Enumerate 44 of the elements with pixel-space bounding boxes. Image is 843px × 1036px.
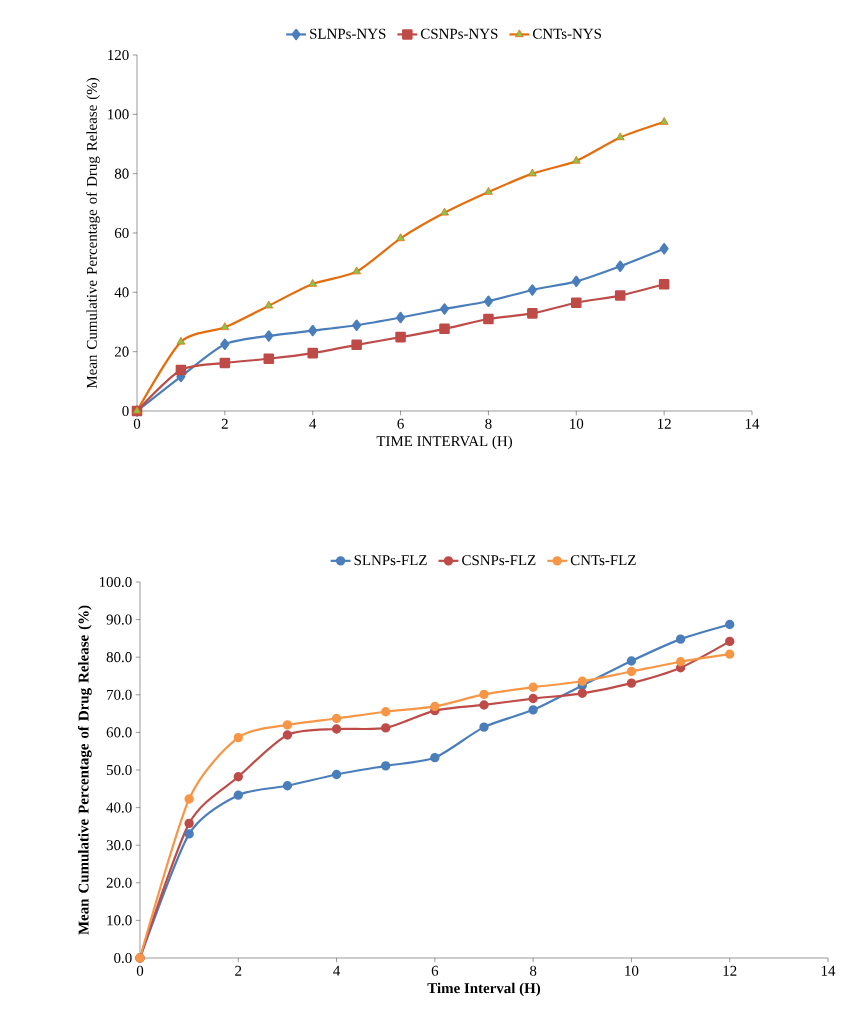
y-tick-label: 60 bbox=[114, 227, 129, 239]
y-tick-label: 70.0 bbox=[107, 689, 132, 700]
legend-label: SLNPs-NYS bbox=[310, 28, 386, 39]
x-tick-label: 10 bbox=[625, 965, 639, 976]
y-tick-label: 40.0 bbox=[106, 802, 132, 813]
x-tick-label: 6 bbox=[431, 965, 439, 976]
y-axis-title: Mean Cumulative Percentage of Drug Release (%) bbox=[77, 605, 92, 935]
x-tick-label: 8 bbox=[529, 965, 537, 976]
x-axis-title: Time Interval (H) bbox=[427, 982, 541, 997]
legend-label: CNTs-FLZ bbox=[570, 555, 636, 566]
x-tick-label: 4 bbox=[333, 965, 341, 976]
y-tick-label: 30.0 bbox=[106, 840, 132, 851]
x-tick-label: 6 bbox=[397, 418, 404, 429]
y-tick-label: 50.0 bbox=[106, 764, 132, 776]
x-tick-label: 0 bbox=[136, 965, 144, 976]
x-tick-label: 10 bbox=[570, 418, 584, 429]
x-tick-label: 2 bbox=[235, 965, 242, 976]
y-tick-label: 100 bbox=[108, 109, 129, 120]
legend-label: SLNPs-FLZ bbox=[354, 555, 427, 566]
legend-label: CSNPs-NYS bbox=[420, 28, 498, 39]
y-tick-label: 20.0 bbox=[106, 877, 132, 888]
y-tick-label: 120 bbox=[108, 49, 129, 61]
x-tick-label: 0 bbox=[133, 418, 141, 429]
x-tick-label: 14 bbox=[745, 418, 760, 429]
x-axis-title: TIME INTERVAL (H) bbox=[376, 435, 512, 450]
x-tick-label: 12 bbox=[723, 965, 737, 976]
y-tick-label: 80 bbox=[114, 168, 129, 179]
y-axis-title: Mean Cumulative Percentage of Drug Release (%) bbox=[86, 78, 100, 389]
legend-label: CNTs-NYS bbox=[533, 28, 601, 39]
y-tick-label: 40 bbox=[114, 287, 129, 298]
y-tick-label: 0 bbox=[122, 405, 129, 417]
y-tick-label: 60.0 bbox=[106, 727, 132, 738]
legend-label: CSNPs-FLZ bbox=[462, 555, 536, 566]
x-tick-label: 12 bbox=[657, 418, 671, 429]
y-tick-label: 90.0 bbox=[106, 614, 132, 625]
y-tick-label: 80.0 bbox=[106, 652, 132, 663]
y-tick-label: 20 bbox=[114, 346, 129, 357]
x-tick-label: 8 bbox=[485, 418, 492, 429]
y-tick-label: 100.0 bbox=[99, 576, 132, 588]
x-tick-label: 2 bbox=[221, 418, 228, 429]
y-tick-label: 10.0 bbox=[107, 915, 132, 926]
x-tick-label: 14 bbox=[821, 965, 836, 976]
y-tick-label: 0.0 bbox=[114, 952, 132, 964]
x-tick-label: 4 bbox=[309, 418, 317, 429]
